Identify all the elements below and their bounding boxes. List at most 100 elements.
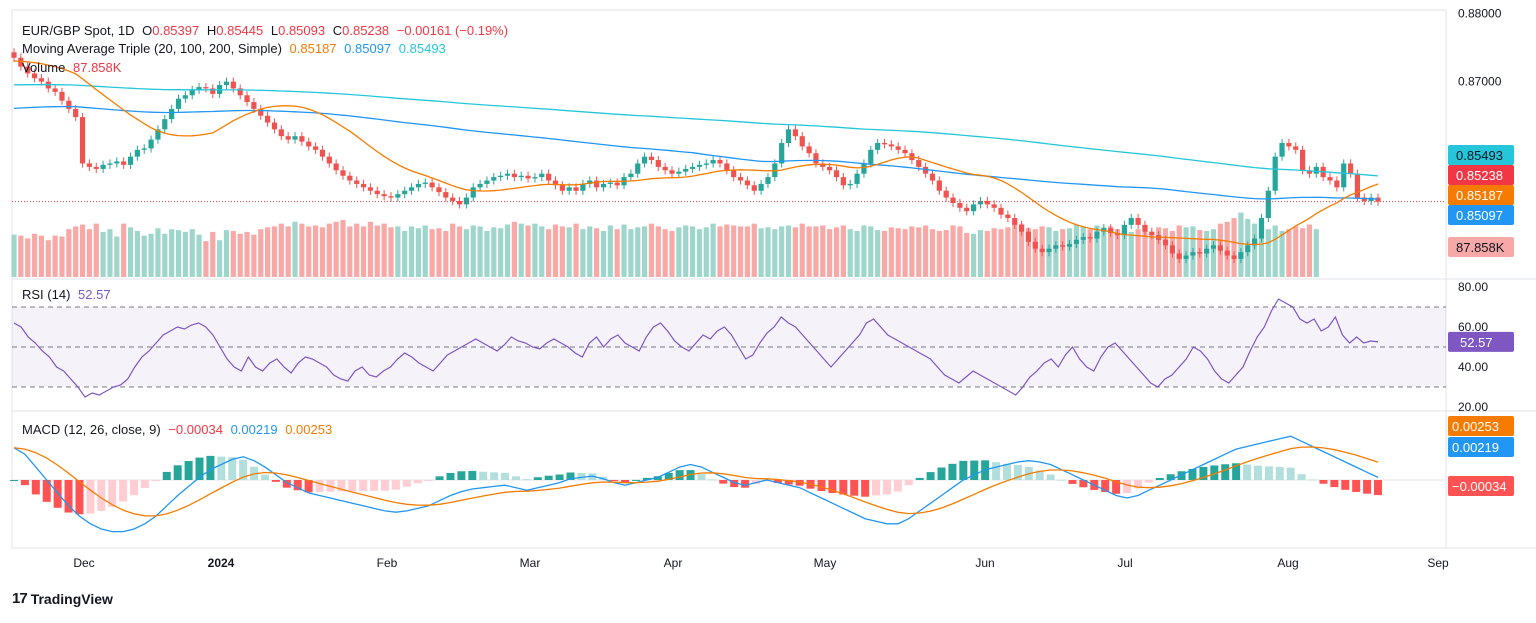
candle	[1224, 250, 1230, 256]
macd-hist-bar	[490, 472, 499, 480]
volume-bar	[943, 230, 949, 277]
macd-hist-bar	[915, 477, 924, 480]
volume-bar	[141, 235, 147, 277]
candle	[861, 163, 867, 174]
volume-bar	[1286, 229, 1292, 277]
macd-hist-bar	[1286, 467, 1295, 480]
candle	[148, 139, 154, 149]
candle	[340, 170, 346, 176]
macd-hist-bar	[566, 472, 575, 480]
volume-bar	[1128, 231, 1134, 277]
volume-bar	[669, 231, 675, 277]
candle	[141, 148, 147, 150]
volume-bar	[1114, 229, 1121, 277]
macd-hist-bar	[948, 463, 957, 480]
macd-hist-bar	[773, 480, 782, 484]
volume-bar	[868, 226, 874, 277]
macd-label[interactable]: MACD (12, 26, close, 9)	[22, 422, 161, 437]
ma-label[interactable]: Moving Average Triple (20, 100, 200, Sim…	[22, 41, 282, 56]
candle	[175, 98, 182, 109]
volume-bar	[86, 229, 92, 277]
volume-bar	[765, 227, 771, 277]
candle	[52, 88, 58, 92]
volume-bar	[1066, 228, 1073, 277]
macd-hist-bar	[1253, 465, 1262, 480]
macd-hist-bar	[992, 462, 1001, 480]
volume-bar	[498, 228, 504, 277]
volume-bar	[991, 228, 997, 277]
rsi-label[interactable]: RSI (14)	[22, 287, 71, 302]
candle	[1018, 224, 1025, 232]
candle	[1190, 252, 1196, 256]
macd-hist-bar	[424, 480, 433, 481]
volume-bar	[395, 226, 401, 277]
candle	[641, 156, 648, 164]
macd-hist-bar	[926, 472, 935, 480]
candle	[1121, 224, 1127, 236]
candle	[347, 175, 353, 181]
volume-bar	[299, 223, 305, 277]
time-axis-label: Dec	[73, 556, 94, 570]
volume-bar	[45, 240, 51, 277]
volume-bar	[813, 226, 819, 277]
macd-hist-bar	[1297, 474, 1306, 480]
low-value: 0.85093	[278, 23, 326, 38]
macd-hist-bar	[173, 465, 182, 480]
close-price-badge	[1448, 165, 1514, 185]
candle	[840, 177, 846, 186]
volume-bar	[155, 228, 161, 277]
candle	[1238, 252, 1244, 259]
candle	[628, 173, 634, 178]
macd-hist-bar	[1144, 480, 1153, 483]
candle	[237, 88, 243, 96]
macd-hist-bar	[140, 480, 149, 488]
volume-bar	[936, 231, 942, 277]
macd-hist-bar	[75, 480, 84, 515]
symbol-label[interactable]: EUR/GBP Spot, 1D	[22, 23, 135, 38]
macd-hist-bar	[653, 476, 662, 480]
volume-bar	[114, 236, 120, 277]
candle	[566, 187, 572, 191]
candle	[683, 168, 689, 172]
candle	[271, 122, 278, 130]
volume-bar	[731, 225, 737, 277]
volume-bar	[107, 229, 113, 277]
candle	[737, 177, 744, 181]
candle	[265, 115, 271, 123]
candle	[93, 166, 99, 169]
volume-bar	[683, 225, 689, 277]
volume-bar	[1032, 229, 1038, 277]
candle	[443, 192, 449, 198]
macd-hist-badge-label: −0.00034	[1452, 479, 1507, 494]
volume-bar	[964, 232, 970, 277]
volume-legend: Volume 87.858K	[22, 60, 125, 76]
macd-hist-bar	[675, 470, 684, 480]
macd-hist-bar	[1221, 464, 1230, 480]
volume-bar	[833, 227, 840, 277]
volume-bar	[1073, 224, 1080, 277]
macd-hist-bar	[893, 480, 902, 492]
candle	[765, 177, 771, 184]
macd-hist-bar	[642, 477, 651, 480]
volume-bar	[758, 228, 764, 277]
volume-bar	[566, 227, 572, 277]
candle	[1265, 190, 1271, 219]
macd-signal-line	[13, 446, 1379, 517]
macd-hist-bar	[293, 480, 302, 491]
volume-bar	[162, 233, 168, 277]
macd-hist-bar	[1243, 464, 1252, 480]
tradingview-branding[interactable]: 17 TradingView	[12, 590, 113, 607]
volume-label[interactable]: Volume	[22, 60, 66, 75]
macd-hist-bar	[1002, 463, 1011, 480]
macd-hist-bar	[621, 480, 630, 483]
macd-hist-bar	[108, 480, 117, 507]
candle	[868, 149, 874, 164]
low-label: L	[270, 23, 279, 38]
candle	[292, 136, 298, 140]
candle	[230, 81, 236, 89]
volume-bar	[1018, 223, 1025, 277]
macd-hist-bar	[741, 480, 750, 488]
macd-hist-bar	[457, 471, 466, 480]
